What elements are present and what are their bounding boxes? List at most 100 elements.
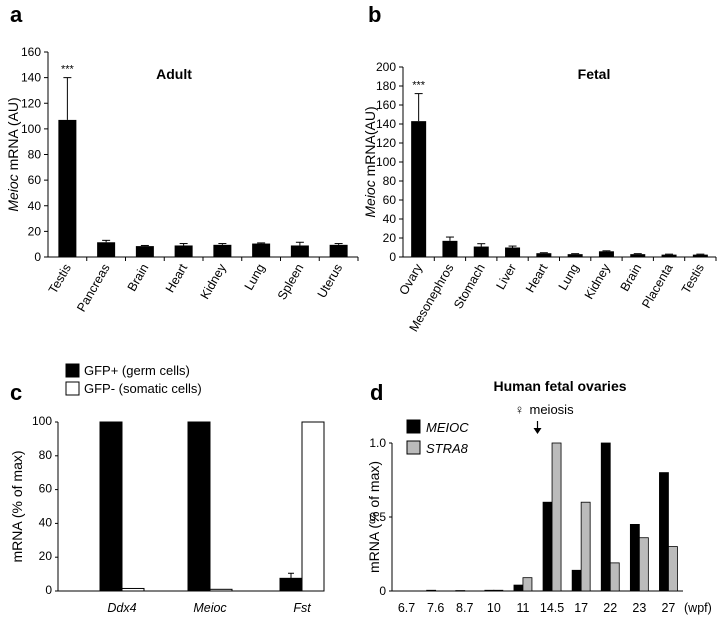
bar-ddx4-series-0: [99, 421, 123, 592]
bar-liver: [505, 247, 521, 257]
bar-14.5-series-0: [542, 501, 553, 592]
category-label: Spleen: [275, 261, 307, 302]
bar-23-series-1: [638, 537, 649, 592]
legend-label: STRA8: [426, 441, 469, 456]
y-tick-label: 60: [39, 482, 53, 496]
legend-label: GFP+ (germ cells): [84, 363, 190, 378]
meiosis-symbol: ♀: [515, 402, 525, 417]
y-label-gene: Meioc: [362, 180, 378, 217]
bar-kidney: [213, 244, 232, 257]
y-tick-label: 40: [39, 515, 53, 529]
bar-17-series-1: [580, 501, 591, 592]
category-label: Liver: [493, 262, 519, 292]
bar-7.6-series-0: [426, 589, 437, 592]
bar-14.5-series-1: [551, 442, 562, 592]
category-label: 6.7: [398, 601, 415, 615]
category-label: Testis: [679, 262, 707, 297]
y-tick-label: 160: [21, 45, 41, 59]
category-label: Placenta: [639, 261, 675, 310]
y-axis-label: mRNA (% of max): [366, 461, 382, 573]
bar-11-series-0: [513, 584, 524, 592]
bar-lung: [252, 243, 271, 257]
panel-letter: d: [370, 380, 383, 405]
y-tick-label: 160: [376, 98, 396, 112]
y-tick-label: 20: [383, 231, 397, 245]
panel-c: [55, 363, 325, 592]
y-tick-label: 40: [28, 199, 42, 213]
y-tick-label: 200: [376, 60, 396, 74]
category-label: Kidney: [582, 261, 614, 302]
bar-10-series-0: [484, 589, 495, 592]
bar-lung: [567, 254, 583, 257]
y-tick-label: 100: [376, 155, 396, 169]
bar-brain: [135, 246, 154, 257]
category-label: Brain: [125, 261, 152, 293]
y-label-unit: mRNA(AU): [362, 106, 378, 180]
chart-title: Adult: [156, 66, 192, 82]
meiosis-label: meiosis: [530, 402, 575, 417]
bar-27-series-1: [668, 546, 678, 592]
bar-17-series-0: [571, 569, 582, 592]
category-label: 27: [661, 601, 675, 615]
y-tick-label: 80: [39, 448, 53, 462]
legend-label: MEIOC: [426, 420, 469, 435]
legend-swatch: [65, 381, 80, 396]
panel-letter: c: [10, 380, 22, 405]
y-tick-label: 100: [21, 122, 41, 136]
y-tick-label: 0: [34, 250, 41, 264]
category-label: Kidney: [198, 261, 230, 302]
bar-pancreas: [97, 242, 116, 257]
y-tick-label: 20: [39, 549, 53, 563]
category-label: 14.5: [540, 601, 564, 615]
bar-stomach: [473, 246, 489, 257]
y-tick-label: 120: [21, 96, 41, 110]
bar-heart: [174, 245, 193, 257]
category-label: Stomach: [451, 261, 488, 311]
y-tick-label: 180: [376, 79, 396, 93]
x-axis-unit: (wpf): [684, 601, 712, 615]
y-tick-label: 140: [21, 71, 41, 85]
y-tick-label: 60: [383, 193, 397, 207]
y-tick-label: 0: [45, 583, 52, 597]
category-label: 22: [603, 601, 617, 615]
bar-kidney: [598, 251, 614, 257]
bar-11-series-1: [522, 577, 533, 592]
bar-27-series-0: [659, 472, 669, 592]
chart-title: Human fetal ovaries: [493, 378, 626, 394]
bar-meioc-series-0: [187, 421, 211, 592]
significance-marker: ***: [61, 64, 75, 76]
bar-fst-series-0: [279, 577, 303, 592]
meiosis-arrow-head: [533, 428, 542, 434]
category-label: Lung: [242, 261, 268, 292]
category-label: Lung: [556, 261, 582, 292]
category-label: Pancreas: [74, 262, 113, 315]
category-label: 17: [574, 601, 588, 615]
y-axis-label: mRNA (% of max): [9, 450, 25, 562]
category-label: Ovary: [396, 261, 425, 298]
legend-label: GFP- (somatic cells): [84, 381, 202, 396]
y-tick-label: 20: [28, 224, 42, 238]
y-label-gene: Meioc: [5, 174, 21, 211]
y-tick-label: 140: [376, 117, 396, 131]
bar-fst-series-1: [301, 421, 325, 592]
bar-testis: [692, 254, 708, 257]
y-axis-label: Meioc mRNA(AU): [362, 106, 378, 217]
panel-b: Meioc mRNA(AU): [362, 66, 717, 261]
category-label: Heart: [523, 261, 551, 295]
legend-swatch: [65, 363, 80, 378]
significance-marker: ***: [412, 80, 426, 92]
bar-spleen: [290, 245, 309, 257]
bar-23-series-0: [629, 524, 640, 592]
panel-d: [389, 419, 683, 592]
bar-22-series-1: [609, 562, 620, 592]
y-tick-label: 80: [28, 148, 42, 162]
bar-heart: [536, 253, 552, 257]
y-tick-label: 120: [376, 136, 396, 150]
bar-ovary: [411, 121, 427, 258]
y-label-unit: mRNA (AU): [5, 97, 21, 174]
panel-a: Meioc mRNA (AU): [5, 51, 359, 261]
category-label: 10: [487, 601, 501, 615]
y-axis-label: Meioc mRNA (AU): [5, 97, 21, 211]
bar-8.7-series-0: [455, 590, 466, 592]
